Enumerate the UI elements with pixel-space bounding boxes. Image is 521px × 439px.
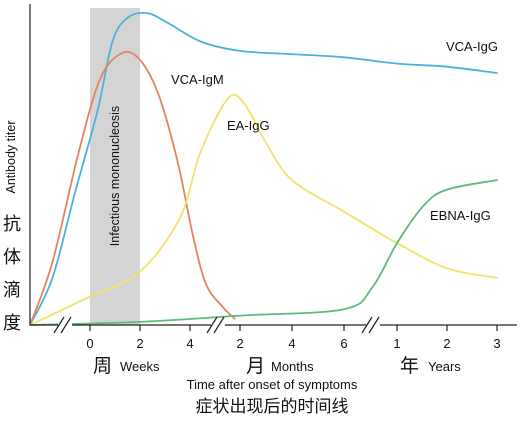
y-axis-title-zh-2: 体	[3, 247, 21, 268]
x-axis-title: Time after onset of symptoms	[187, 377, 358, 392]
x-tick-label-months-6: 6	[340, 336, 347, 351]
series-line-vca-igg	[29, 11, 498, 326]
infectious-mononucleosis-label: Infectious mononucleosis	[108, 106, 122, 246]
months-unit-zh: 月	[246, 355, 265, 377]
series-line-ebna-igg	[29, 179, 498, 326]
series-layer	[29, 11, 498, 326]
series-label-ea-igg: EA-IgG	[227, 118, 270, 133]
axis-break-3	[361, 316, 380, 334]
years-unit-zh: 年	[400, 355, 419, 377]
x-axis-title-zh: 症状出现后的时间线	[196, 397, 349, 417]
infectious-mononucleosis-band	[90, 8, 140, 325]
x-tick-label-weeks-4: 4	[186, 336, 193, 351]
y-axis-title-zh-3: 滴	[3, 280, 21, 301]
months-unit-label: Months	[271, 359, 314, 374]
x-tick-label-years-1: 1	[393, 336, 400, 351]
x-tick-label-months-4: 4	[288, 336, 295, 351]
series-label-vca-igg: VCA-IgG	[446, 39, 498, 54]
series-label-ebna-igg: EBNA-IgG	[430, 208, 491, 223]
x-tick-label-weeks-2: 2	[136, 336, 143, 351]
y-axis-title-zh-1: 抗	[3, 214, 21, 235]
weeks-unit-label: Weeks	[120, 359, 160, 374]
axis-break-1	[53, 316, 72, 334]
x-tick-label-weeks-0: 0	[86, 336, 93, 351]
years-unit-label: Years	[428, 359, 461, 374]
tick-layer: 0 2 4 2 4 6 1 2 3	[86, 325, 501, 351]
series-label-layer: VCA-IgG VCA-IgM EA-IgG EBNA-IgG	[171, 39, 498, 223]
series-label-vca-igm: VCA-IgM	[171, 72, 224, 87]
axis-break-2	[206, 316, 225, 334]
y-axis-title-zh-4: 度	[3, 313, 21, 334]
x-tick-label-years-3: 3	[493, 336, 500, 351]
y-axis-title: Antibody titer	[4, 121, 18, 194]
x-tick-label-years-2: 2	[443, 336, 450, 351]
x-tick-label-months-2: 2	[236, 336, 243, 351]
weeks-unit-zh: 周	[93, 355, 112, 377]
series-line-vca-igm	[29, 50, 236, 326]
